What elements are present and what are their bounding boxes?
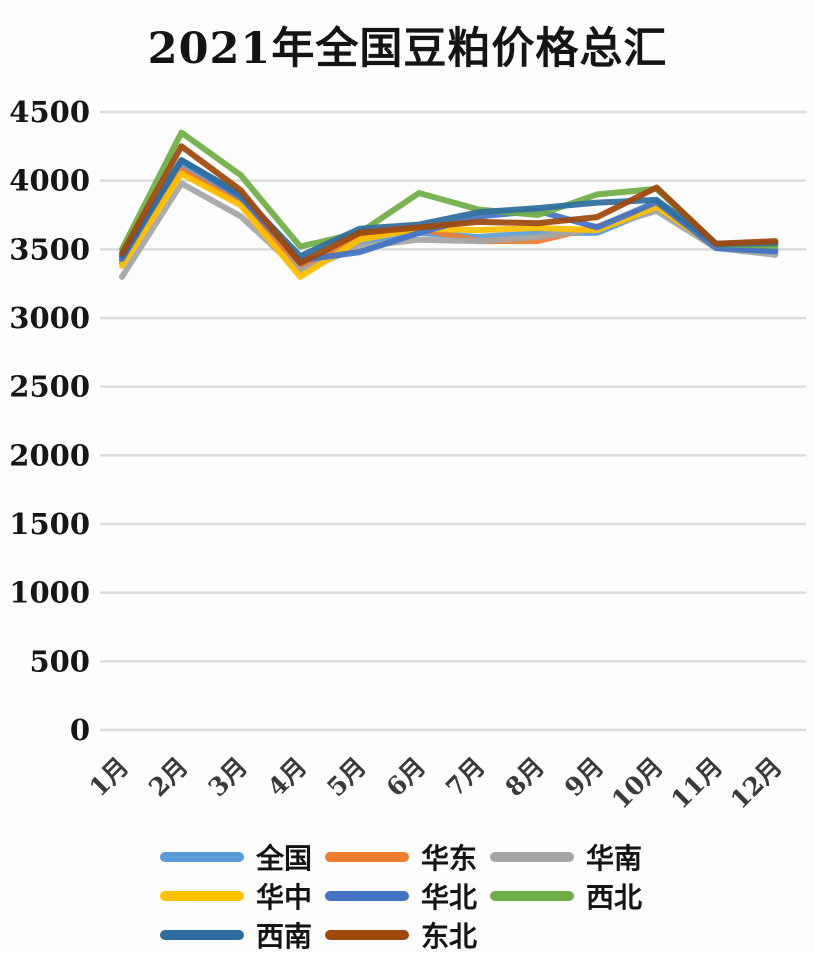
legend-swatch-icon — [325, 891, 409, 901]
legend-label: 华中 — [256, 881, 313, 914]
legend-item-3: 华南 — [490, 840, 655, 875]
y-axis-tick-label: 1000 — [9, 576, 90, 610]
legend-swatch-icon — [325, 852, 409, 862]
legend-label: 华东 — [421, 842, 478, 875]
legend-item-7: 西南 — [160, 918, 325, 953]
line-chart-plot: 0 500 1000 1500 2000 2500 3000 3500 4000 4500 1月 2月… — [9, 95, 806, 815]
x-axis-tick-label: 6月 — [381, 752, 431, 802]
x-axis-tick-label: 8月 — [500, 752, 550, 802]
legend-item-1: 全国 — [160, 840, 325, 875]
y-axis-tick-label: 4500 — [9, 95, 90, 129]
legend-swatch-icon — [160, 930, 244, 940]
x-axis-tick-label: 2月 — [143, 752, 193, 802]
legend-item-5: 华北 — [325, 879, 490, 914]
x-axis-tick-label: 1月 — [84, 752, 134, 802]
legend-label: 华北 — [421, 881, 478, 914]
x-axis-tick-label: 10月 — [606, 752, 669, 815]
series-line-西南 — [119, 157, 779, 260]
legend-swatch-icon — [490, 852, 574, 862]
chart-legend: 全国 华东 华南华中 华北 西北西南 东北 — [0, 840, 815, 953]
legend-label: 西南 — [256, 920, 313, 953]
y-axis-tick-label: 3000 — [9, 301, 90, 335]
y-axis-tick-label: 1500 — [9, 507, 90, 541]
legend-item-2: 华东 — [325, 840, 490, 875]
chart-title: 2021年全国豆粕价格总汇 — [147, 24, 668, 74]
y-axis-tick-label: 3500 — [9, 232, 90, 266]
legend-swatch-icon — [490, 891, 574, 901]
x-axis-tick-label: 5月 — [321, 752, 371, 802]
y-axis-tick-label: 0 — [70, 713, 90, 747]
legend-label: 华南 — [586, 842, 643, 875]
y-axis-tick-label: 2500 — [9, 370, 90, 404]
x-axis-tick-label: 4月 — [262, 752, 312, 802]
series-line-华南 — [119, 180, 779, 280]
legend-label: 全国 — [256, 842, 313, 875]
legend-swatch-icon — [160, 852, 244, 862]
series-line-东北 — [119, 143, 779, 267]
legend-swatch-icon — [325, 930, 409, 940]
y-axis-tick-label: 500 — [29, 644, 90, 678]
legend-swatch-icon — [160, 891, 244, 901]
legend-label: 西北 — [586, 881, 643, 914]
legend-item-4: 华中 — [160, 879, 325, 914]
x-axis-tick-label: 7月 — [440, 752, 490, 802]
x-axis-tick-label: 11月 — [665, 752, 728, 815]
legend-label: 东北 — [421, 920, 478, 953]
legend-item-8: 东北 — [325, 918, 490, 953]
x-axis-tick-label: 12月 — [725, 752, 788, 815]
y-axis-tick-label: 4000 — [9, 164, 90, 198]
legend-item-6: 西北 — [490, 879, 655, 914]
y-axis-tick-label: 2000 — [9, 438, 90, 472]
x-axis-tick-label: 3月 — [203, 752, 253, 802]
x-axis-tick-label: 9月 — [559, 752, 609, 802]
